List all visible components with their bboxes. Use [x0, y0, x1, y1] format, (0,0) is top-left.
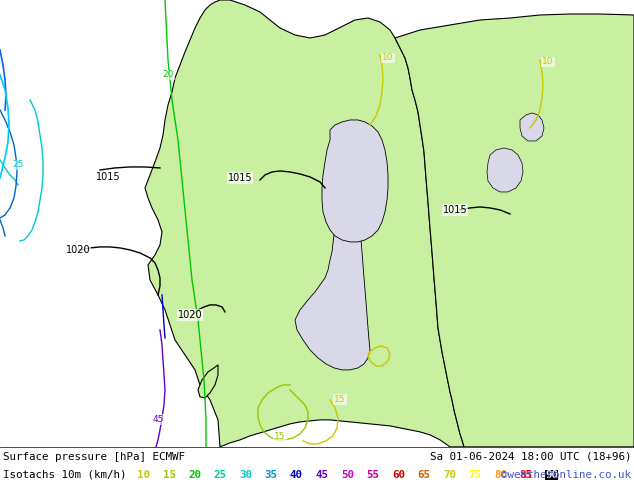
Text: 15: 15 [275, 432, 286, 441]
Text: 1015: 1015 [228, 173, 252, 183]
Text: 1015: 1015 [96, 172, 120, 182]
Polygon shape [145, 0, 464, 447]
Text: 35: 35 [264, 470, 278, 480]
Text: 85: 85 [519, 470, 533, 480]
Text: 1015: 1015 [443, 205, 467, 215]
Text: 15: 15 [162, 470, 176, 480]
Text: Isotachs 10m (km/h): Isotachs 10m (km/h) [3, 470, 127, 480]
Text: 50: 50 [341, 470, 354, 480]
Polygon shape [520, 113, 544, 141]
Text: 20: 20 [188, 470, 201, 480]
Text: 30: 30 [239, 470, 252, 480]
Polygon shape [322, 120, 388, 242]
Text: 25: 25 [12, 160, 23, 170]
Text: Surface pressure [hPa] ECMWF: Surface pressure [hPa] ECMWF [3, 452, 185, 462]
Text: Sa 01-06-2024 18:00 UTC (18+96): Sa 01-06-2024 18:00 UTC (18+96) [429, 452, 631, 462]
Text: 10: 10 [382, 53, 394, 63]
Text: ©weatheronline.co.uk: ©weatheronline.co.uk [501, 470, 631, 480]
Text: 55: 55 [366, 470, 380, 480]
Text: 75: 75 [469, 470, 481, 480]
Text: 1020: 1020 [178, 310, 202, 320]
Text: 40: 40 [290, 470, 303, 480]
Text: 70: 70 [443, 470, 456, 480]
Polygon shape [487, 148, 523, 192]
Text: 30: 30 [0, 141, 1, 149]
Text: 10: 10 [137, 470, 150, 480]
Polygon shape [395, 14, 634, 447]
Text: 10: 10 [542, 57, 553, 67]
Text: 1020: 1020 [66, 245, 90, 255]
Text: 60: 60 [392, 470, 405, 480]
Text: 65: 65 [418, 470, 430, 480]
Text: 15: 15 [334, 395, 346, 404]
Text: 45: 45 [316, 470, 328, 480]
Text: 80: 80 [494, 470, 507, 480]
Text: 45: 45 [152, 416, 164, 424]
Polygon shape [295, 208, 370, 370]
Polygon shape [198, 365, 218, 398]
Text: 90: 90 [545, 470, 558, 480]
Text: 25: 25 [214, 470, 226, 480]
Text: 20: 20 [162, 71, 174, 79]
